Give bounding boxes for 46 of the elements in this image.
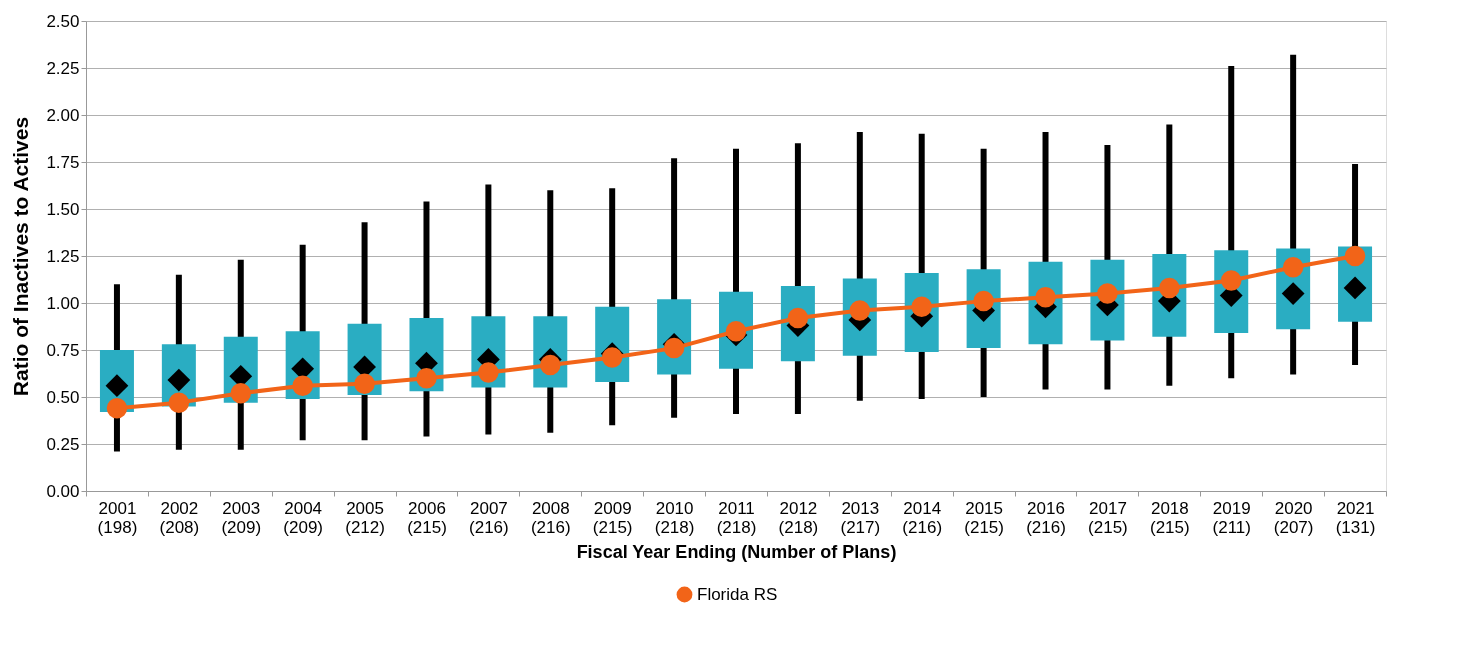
x-tick-label: 2018 (215) xyxy=(1149,498,1190,537)
point xyxy=(168,392,190,413)
x-tick-label: 2008 (216) xyxy=(530,498,571,537)
x-tick-label: 2002 (208) xyxy=(159,498,200,537)
x-tick-label: 2011 (218) xyxy=(716,498,757,537)
y-axis-title: Ratio of Inactives to Actives xyxy=(9,116,33,397)
point xyxy=(416,367,437,389)
point xyxy=(478,362,499,383)
y-tick-label: 1.50 xyxy=(46,199,80,219)
y-tick-label: 2.00 xyxy=(46,105,80,125)
x-tick-label: 2009 (215) xyxy=(592,498,633,537)
x-tick-label: 2015 (215) xyxy=(964,498,1004,537)
x-tick-label: 2019 (211) xyxy=(1212,498,1251,537)
x-tick-label: 2003 (209) xyxy=(221,498,262,537)
point xyxy=(230,383,252,404)
legend-label: Florida RS xyxy=(697,584,778,604)
y-tick-label: 0.50 xyxy=(46,387,80,407)
y-tick-label: 0.25 xyxy=(46,434,80,454)
y-tick-label: 1.75 xyxy=(46,152,80,172)
x-axis-title: Fiscal Year Ending (Number of Plans) xyxy=(576,541,897,562)
point xyxy=(106,398,128,419)
point xyxy=(354,373,375,395)
y-tick-label: 2.50 xyxy=(46,11,80,31)
y-tick-label: 2.25 xyxy=(46,58,80,78)
x-tick-label: 2014 (216) xyxy=(902,498,943,537)
x-tick-label: 2005 (212) xyxy=(345,498,385,537)
x-tick-label: 2006 (215) xyxy=(407,498,447,537)
y-tick-label: 1.00 xyxy=(46,293,80,313)
point xyxy=(1344,245,1366,267)
point xyxy=(292,375,313,396)
x-tick-label: 2010 (218) xyxy=(654,498,695,537)
x-tick-label: 2001 (198) xyxy=(97,498,138,537)
x-tick-label: 2021 (131) xyxy=(1335,498,1376,537)
x-tick-label: 2016 (216) xyxy=(1026,498,1066,537)
y-tick-label: 1.25 xyxy=(46,246,80,266)
y-tick-label: 0.00 xyxy=(46,481,80,501)
y-tick-label: 0.75 xyxy=(46,340,80,360)
point xyxy=(1282,257,1304,278)
x-tick-label: 2013 (217) xyxy=(840,498,881,537)
x-tick-label: 2007 (216) xyxy=(469,498,509,537)
x-tick-label: 2020 (207) xyxy=(1273,498,1314,537)
point xyxy=(540,354,561,376)
point xyxy=(601,347,623,368)
x-tick-label: 2017 (215) xyxy=(1088,498,1128,537)
x-tick-label: 2012 (218) xyxy=(778,498,819,537)
x-tick-label: 2004 (209) xyxy=(283,498,324,537)
